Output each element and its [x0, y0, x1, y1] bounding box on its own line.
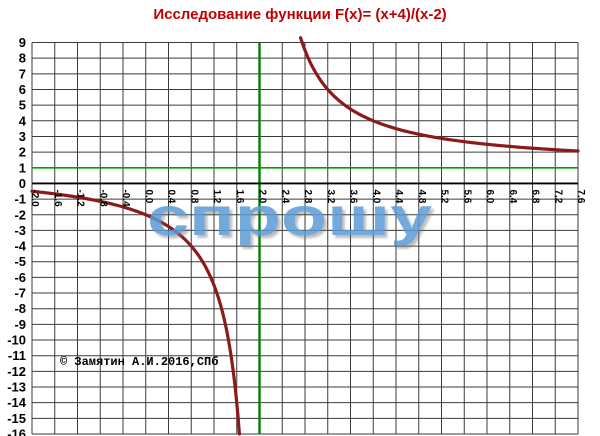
svg-text:-1.6: -1.6: [52, 189, 63, 207]
svg-text:7.6: 7.6: [575, 189, 586, 203]
svg-text:8: 8: [19, 51, 26, 66]
svg-text:9: 9: [19, 35, 26, 50]
svg-text:-2.0: -2.0: [29, 189, 40, 207]
svg-text:-14: -14: [7, 395, 27, 410]
svg-text:7: 7: [19, 66, 26, 81]
svg-text:-16: -16: [7, 427, 26, 436]
svg-text:2: 2: [19, 145, 26, 160]
svg-text:-7: -7: [14, 286, 26, 301]
svg-text:-9: -9: [14, 317, 26, 332]
svg-text:6.8: 6.8: [530, 189, 541, 203]
svg-text:0: 0: [19, 176, 26, 191]
svg-text:-13: -13: [7, 380, 26, 395]
svg-text:-4: -4: [14, 239, 26, 254]
svg-text:-8: -8: [14, 301, 26, 316]
svg-text:-10: -10: [7, 333, 26, 348]
svg-text:-5: -5: [14, 254, 26, 269]
svg-text:-0.4: -0.4: [120, 189, 131, 207]
svg-text:7.2: 7.2: [552, 189, 563, 203]
svg-text:-6: -6: [14, 270, 26, 285]
svg-text:4: 4: [19, 113, 27, 128]
svg-text:5.6: 5.6: [461, 189, 472, 203]
svg-text:-2: -2: [14, 207, 26, 222]
svg-text:1: 1: [19, 160, 26, 175]
svg-text:-3: -3: [14, 223, 26, 238]
svg-text:-12: -12: [7, 364, 26, 379]
svg-text:-1.2: -1.2: [75, 189, 86, 207]
svg-text:-1: -1: [14, 192, 26, 207]
svg-text:3: 3: [19, 129, 26, 144]
svg-text:6: 6: [19, 82, 26, 97]
svg-text:-11: -11: [8, 348, 26, 363]
svg-text:6.0: 6.0: [484, 189, 495, 203]
svg-text:-0.8: -0.8: [97, 189, 108, 207]
svg-text:6.4: 6.4: [507, 189, 518, 203]
svg-text:-15: -15: [7, 411, 26, 426]
svg-text:5: 5: [19, 98, 26, 113]
svg-text:5.2: 5.2: [439, 189, 450, 203]
